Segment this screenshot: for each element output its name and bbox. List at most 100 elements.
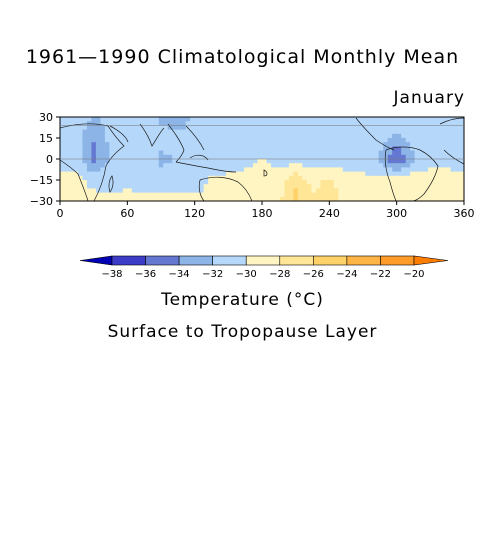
field-cell [122, 133, 128, 139]
field-cell [338, 167, 344, 172]
field-cell [221, 196, 227, 201]
field-cell [154, 184, 160, 189]
field-cell [140, 171, 146, 177]
field-cell [378, 159, 384, 164]
field-cell [167, 171, 173, 177]
field-cell [235, 138, 240, 143]
field-cell [95, 180, 101, 185]
field-cell [432, 129, 438, 135]
field-cell [230, 150, 236, 156]
field-cell [176, 171, 182, 177]
field-cell [441, 167, 447, 172]
field-cell [378, 163, 384, 168]
field-cell [320, 196, 326, 201]
field-cell [239, 138, 245, 143]
field-cell [450, 125, 456, 130]
field-cell [131, 188, 137, 193]
field-cell [176, 159, 182, 164]
field-cell [194, 117, 200, 122]
field-cell [118, 150, 124, 156]
field-cell [154, 138, 160, 143]
field-cell [423, 125, 429, 130]
field-cell [266, 133, 272, 139]
field-cell [356, 167, 362, 172]
field-cell [145, 192, 151, 198]
field-cell [414, 163, 420, 168]
field-cell [387, 188, 393, 193]
field-cell [95, 171, 101, 177]
field-cell [432, 150, 438, 156]
field-cell [414, 171, 420, 177]
field-cell [396, 180, 402, 185]
field-cell [333, 150, 339, 156]
field-cell [158, 184, 164, 189]
field-cell [302, 184, 308, 189]
field-cell [396, 192, 402, 198]
field-cell [284, 154, 290, 160]
field-cell [333, 146, 339, 151]
field-cell [181, 121, 187, 126]
field-cell [262, 146, 267, 151]
field-cell [262, 175, 267, 181]
field-cell [253, 163, 258, 168]
field-cell [235, 196, 240, 201]
field-cell [244, 159, 249, 164]
field-cell [226, 154, 231, 160]
field-cell [217, 154, 222, 160]
field-cell [266, 146, 272, 151]
field-cell [208, 196, 214, 201]
field-cell [405, 121, 411, 126]
field-cell [423, 142, 429, 147]
chart-month: January [393, 88, 465, 108]
field-cell [297, 159, 303, 164]
field-cell [136, 196, 142, 201]
field-cell [248, 163, 254, 168]
field-cell [324, 146, 330, 151]
field-cell [302, 180, 308, 185]
field-cell [383, 180, 389, 185]
field-cell [288, 184, 294, 189]
field-cell [275, 196, 281, 201]
field-cell [163, 133, 169, 139]
field-cell [104, 163, 110, 168]
field-cell [338, 146, 344, 151]
field-cell [356, 125, 362, 130]
field-cell [77, 196, 83, 201]
field-cell [387, 192, 393, 198]
field-cell [257, 188, 263, 193]
field-cell [248, 146, 254, 151]
field-cell [329, 125, 335, 130]
field-cell [239, 192, 245, 198]
field-cell [145, 180, 151, 185]
field-cell [275, 175, 281, 181]
colorbar-title: Temperature (°C) [161, 290, 324, 310]
field-cell [122, 167, 128, 172]
field-cell [104, 171, 110, 177]
field-cell [320, 146, 326, 151]
field-cell [239, 129, 245, 135]
field-cell [226, 192, 231, 198]
field-cell [194, 192, 200, 198]
field-cell [77, 171, 83, 177]
field-cell [100, 146, 106, 151]
field-cell [270, 167, 276, 172]
field-cell [383, 125, 389, 130]
field-cell [360, 129, 366, 135]
field-cell [131, 133, 137, 139]
field-cell [441, 150, 447, 156]
field-cell [378, 188, 384, 193]
field-cell [64, 146, 70, 151]
field-cell [60, 180, 65, 185]
field-cell [181, 159, 187, 164]
field-cell [342, 184, 348, 189]
field-cell [302, 175, 308, 181]
field-cell [109, 159, 115, 164]
field-cell [374, 171, 380, 177]
field-cell [194, 125, 200, 130]
field-cell [275, 188, 281, 193]
field-cell [441, 121, 447, 126]
field-cell [279, 159, 285, 164]
field-cell [172, 167, 178, 172]
field-cell [149, 146, 155, 151]
